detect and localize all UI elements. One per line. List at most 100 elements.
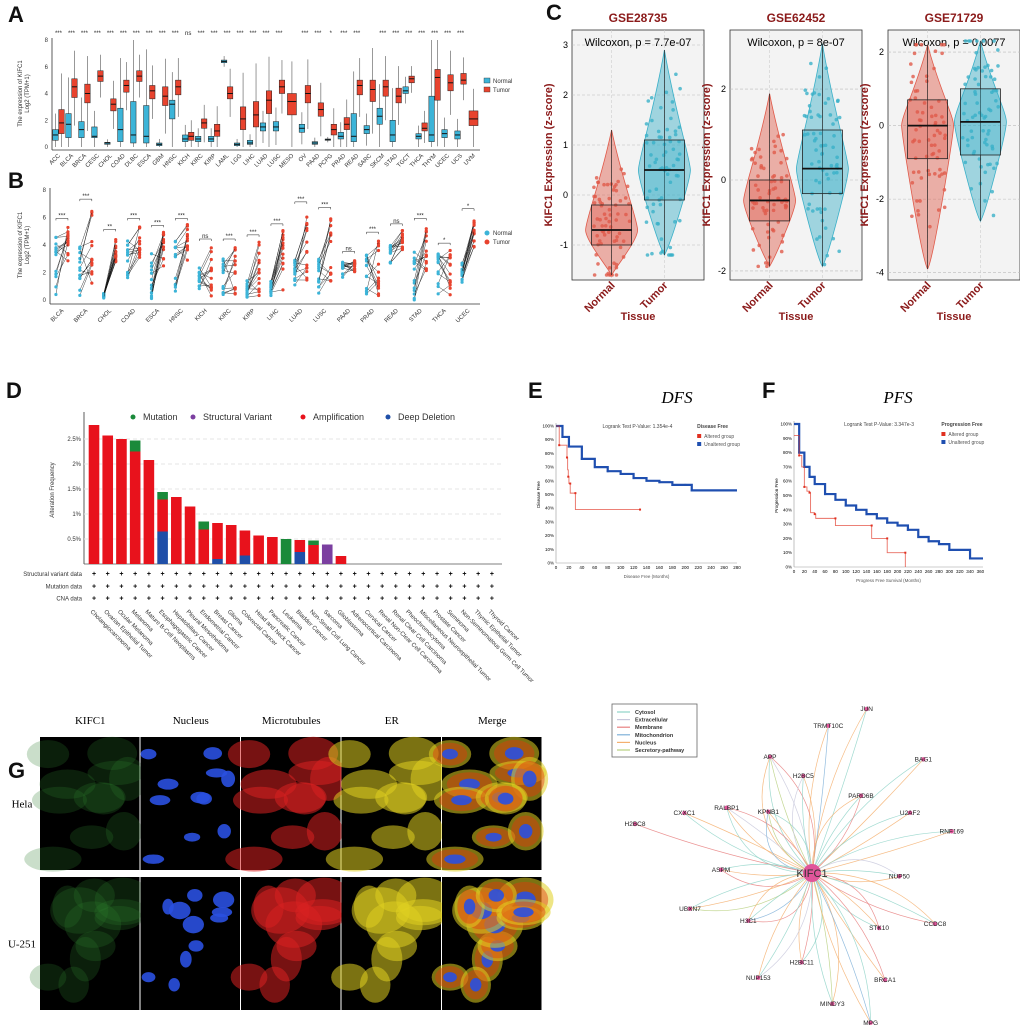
significance-label: ***: [154, 220, 162, 226]
row-mark: +: [229, 596, 233, 603]
normal-point: [364, 274, 369, 278]
tumor-point: [281, 235, 285, 240]
network-edge: [811, 759, 924, 874]
row-mark: +: [353, 571, 357, 578]
row-mark: +: [366, 596, 370, 603]
data-point: [671, 163, 676, 168]
tumor-point: [305, 221, 309, 226]
data-point: [837, 249, 841, 254]
legend-label: Mutation: [143, 412, 178, 422]
box-tumor: [110, 98, 117, 112]
data-point: [823, 101, 828, 105]
data-point: [986, 132, 990, 136]
normal-point: [78, 266, 82, 270]
data-point: [988, 162, 992, 167]
data-point: [834, 117, 839, 122]
censor-mark: [870, 524, 873, 527]
legend-label: Mitochondrion: [635, 733, 674, 739]
row-mark: +: [106, 583, 110, 590]
cell-signal: [50, 887, 109, 934]
significance-label: ***: [340, 31, 348, 37]
pair-line: [246, 269, 260, 289]
normal-point: [54, 235, 58, 239]
normal-point: [317, 285, 321, 289]
box-normal: [247, 140, 254, 145]
pair-line: [55, 243, 69, 254]
pair-line: [175, 234, 188, 285]
normal-point: [173, 289, 177, 293]
data-point: [754, 201, 759, 206]
tumor-point: [138, 225, 142, 230]
data-point: [915, 199, 919, 203]
pair-line: [175, 246, 188, 261]
normal-point: [412, 288, 416, 292]
y-tick-label: 3: [563, 40, 568, 50]
data-point: [960, 135, 965, 140]
data-point: [983, 170, 988, 175]
pair-line: [223, 288, 236, 293]
data-point: [825, 172, 829, 177]
box-tumor: [214, 124, 221, 137]
data-point: [645, 196, 650, 200]
y-tick-label: 20%: [783, 536, 792, 541]
data-point: [765, 264, 769, 269]
normal-point: [126, 273, 130, 277]
x-tick-label: MESO: [279, 153, 296, 170]
gene-node: [746, 918, 751, 923]
significance-label: ns: [393, 219, 399, 225]
data-point: [983, 114, 988, 119]
cell-signal: [232, 786, 288, 814]
survival-curve-altered-group: [794, 434, 906, 567]
row-mark: +: [215, 596, 219, 603]
tumor-point: [209, 286, 213, 291]
bar-segment-amplification: [157, 499, 168, 532]
cell-signal: [371, 825, 415, 849]
normal-point: [293, 267, 297, 271]
pair-line: [79, 259, 93, 279]
y-tick-label: 80%: [545, 451, 554, 456]
cell-signal: [26, 740, 70, 769]
x-tick-label: 80: [833, 569, 839, 574]
data-point: [621, 255, 626, 259]
data-point: [803, 88, 808, 92]
column-label: ER: [385, 715, 400, 727]
cell-signal: [407, 811, 444, 851]
row-mark: +: [270, 596, 274, 603]
data-point: [764, 208, 769, 213]
bar-segment-amplification: [308, 545, 319, 564]
pair-line: [151, 233, 164, 267]
pair-line: [199, 268, 212, 286]
data-point: [989, 68, 994, 73]
pair-line: [199, 272, 212, 296]
data-point: [766, 222, 770, 227]
gene-node: [766, 809, 771, 814]
bar-segment-amplification: [143, 460, 155, 564]
censor-mark: [567, 475, 570, 478]
cell-signal: [109, 756, 147, 801]
pair-line: [437, 254, 451, 284]
pair-line: [199, 259, 212, 289]
data-point: [619, 167, 624, 171]
pair-line: [437, 262, 451, 283]
tumor-point: [66, 234, 70, 238]
data-point: [832, 171, 836, 175]
data-point: [942, 136, 947, 141]
normal-point: [293, 283, 297, 287]
significance-label: ***: [250, 230, 258, 236]
data-point: [984, 137, 988, 142]
pair-line: [79, 270, 92, 275]
normal-point: [149, 294, 154, 298]
pair-line: [366, 278, 379, 292]
x-tick-label: 140: [643, 565, 651, 570]
data-point: [970, 135, 975, 140]
row-mark: +: [202, 583, 206, 590]
gene-node: [767, 754, 773, 759]
network-edge: [689, 872, 813, 910]
significance-bracket: [390, 223, 403, 226]
gene-node: [682, 810, 687, 816]
data-point: [751, 206, 755, 210]
row-mark: +: [476, 596, 480, 603]
x-tick-label: ESCA: [137, 153, 153, 169]
box-tumor: [408, 75, 415, 84]
data-point: [975, 101, 979, 105]
